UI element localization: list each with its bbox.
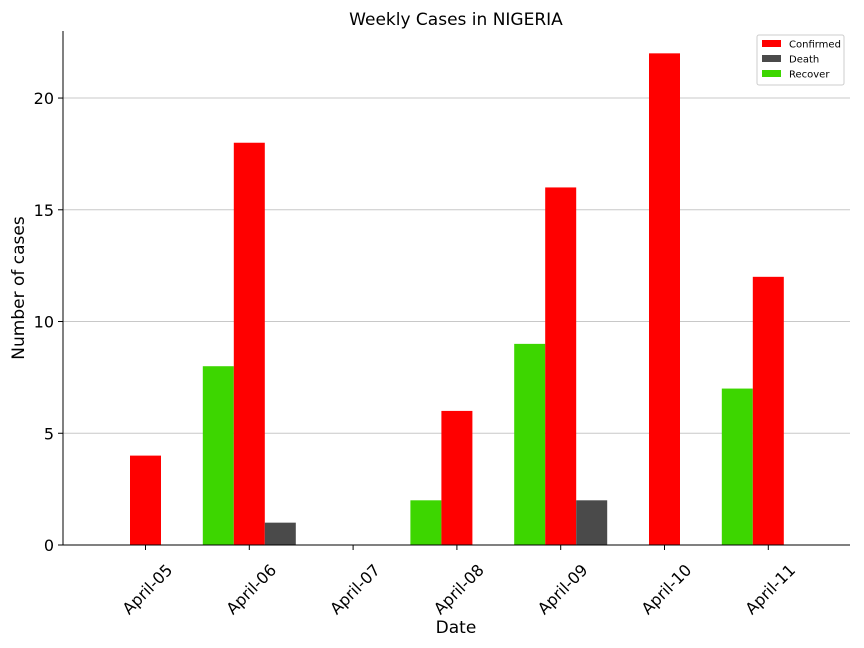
y-axis-label: Number of cases <box>9 216 29 360</box>
bar-recover-april-06 <box>202 366 234 545</box>
legend-swatch-confirmed <box>762 40 781 47</box>
bar-death-april-06 <box>264 522 296 545</box>
x-tick-label: April-06 <box>222 560 280 618</box>
x-tick-label: April-11 <box>741 560 799 618</box>
x-axis-label: Date <box>436 618 477 638</box>
x-tick-label: April-09 <box>534 560 592 618</box>
legend-label-death: Death <box>789 55 819 66</box>
bar-confirmed-april-05 <box>130 455 161 545</box>
y-tick-label: 15 <box>34 201 54 220</box>
y-tick-label: 20 <box>34 89 54 108</box>
bar-confirmed-april-09 <box>545 187 577 545</box>
x-ticks: April-05 April-06 April-07 April-08 April-09… <box>119 545 799 618</box>
bars <box>130 53 784 545</box>
bar-confirmed-april-10 <box>649 53 680 545</box>
legend-label-confirmed: Confirmed <box>789 40 841 51</box>
legend-swatch-death <box>762 55 781 62</box>
y-tick-label: 0 <box>44 536 54 555</box>
bar-recover-april-11 <box>721 388 753 545</box>
bar-confirmed-april-08 <box>441 410 473 545</box>
legend-label-recover: Recover <box>789 70 830 81</box>
x-tick-label: April-05 <box>119 560 177 618</box>
x-tick-label: April-08 <box>430 560 488 618</box>
bar-confirmed-april-06 <box>233 142 265 545</box>
bar-death-april-09 <box>576 500 608 545</box>
x-tick-label: April-07 <box>326 560 384 618</box>
x-tick-label: April-10 <box>638 560 696 618</box>
y-ticks: 0 5 10 15 20 <box>34 89 63 555</box>
legend: Confirmed Death Recover <box>756 34 845 86</box>
y-tick-label: 5 <box>44 424 54 443</box>
bar-confirmed-april-11 <box>752 276 784 545</box>
bar-recover-april-08 <box>410 500 442 545</box>
legend-swatch-recover <box>762 70 781 77</box>
gridlines <box>63 97 850 434</box>
chart-title: Weekly Cases in NIGERIA <box>349 10 563 30</box>
bar-recover-april-09 <box>514 343 546 545</box>
y-tick-label: 10 <box>34 313 54 332</box>
